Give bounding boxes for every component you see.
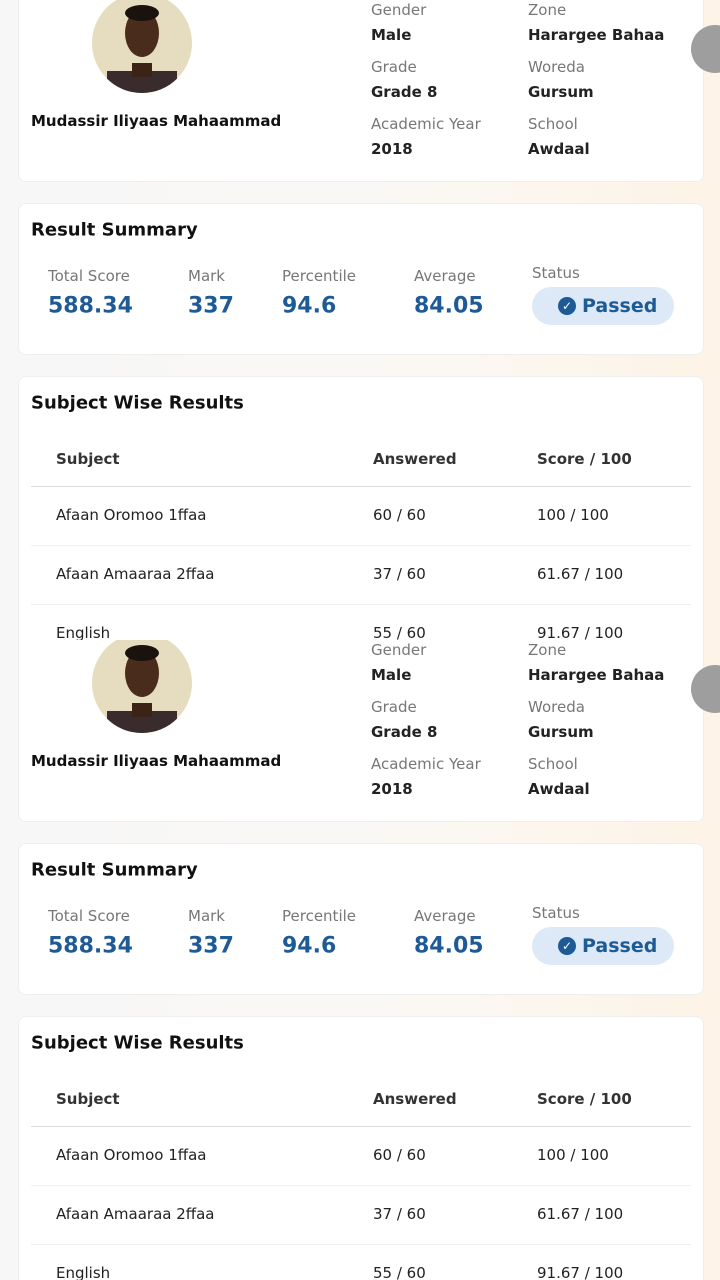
field-value: Gursum — [528, 83, 594, 101]
status-value: Passed — [582, 935, 658, 957]
summary-value: 94.6 — [282, 293, 337, 319]
table-cell: 100 / 100 — [537, 506, 609, 524]
field-value: Grade 8 — [371, 83, 438, 101]
field-label: Zone — [528, 641, 567, 659]
field-value: 2018 — [371, 140, 413, 158]
column-header: Answered — [373, 450, 457, 468]
table-cell: Afaan Amaaraa 2ffaa — [56, 1205, 215, 1223]
table-cell: English — [56, 1264, 111, 1280]
subjects-card: Subject Wise Results Subject Answered Score… — [18, 376, 704, 640]
section-title: Subject Wise Results — [31, 392, 244, 414]
table-cell: 61.67 / 100 — [537, 565, 624, 583]
summary-label: Mark — [188, 907, 225, 925]
screen-block: Mudassir Iliyaas Mahaammad Gender Male Grad… — [0, 640, 720, 1280]
section-title: Result Summary — [31, 859, 198, 881]
summary-label: Total Score — [48, 907, 130, 925]
table-cell: 100 / 100 — [537, 1146, 609, 1164]
row-divider — [31, 545, 691, 546]
summary-label: Average — [414, 267, 476, 285]
table-cell: 61.67 / 100 — [537, 1205, 624, 1223]
summary-value: 84.05 — [414, 933, 484, 959]
field-label: Academic Year — [371, 115, 481, 133]
profile-card: Mudassir Iliyaas Mahaammad Gender Male Grad… — [18, 640, 704, 822]
header-divider — [31, 1126, 691, 1127]
field-label: Grade — [371, 698, 417, 716]
section-title: Subject Wise Results — [31, 1032, 244, 1054]
table-cell: Afaan Oromoo 1ffaa — [56, 506, 207, 524]
table-cell: English — [56, 624, 111, 640]
row-divider — [31, 1244, 691, 1245]
column-header: Subject — [56, 1090, 120, 1108]
table-cell: 55 / 60 — [373, 624, 426, 640]
field-label: Grade — [371, 58, 417, 76]
field-label: School — [528, 115, 578, 133]
field-label: Gender — [371, 641, 427, 659]
section-title: Result Summary — [31, 219, 198, 241]
status-label: Status — [532, 264, 580, 282]
field-label: Gender — [371, 1, 427, 19]
table-cell: 91.67 / 100 — [537, 624, 624, 640]
field-value: Harargee Bahaa — [528, 666, 665, 684]
summary-value: 588.34 — [48, 293, 133, 319]
field-label: Academic Year — [371, 755, 481, 773]
avatar — [92, 640, 192, 733]
status-label: Status — [532, 904, 580, 922]
field-value: Awdaal — [528, 140, 590, 158]
subjects-card: Subject Wise Results Subject Answered Score… — [18, 1016, 704, 1280]
screen-block: Mudassir Iliyaas Mahaammad Gender Male Grad… — [18, 0, 720, 640]
field-label: Woreda — [528, 698, 585, 716]
table-cell: 91.67 / 100 — [537, 1264, 624, 1280]
check-icon: ✓ — [558, 297, 576, 315]
field-value: Grade 8 — [371, 723, 438, 741]
summary-value: 337 — [188, 293, 234, 319]
summary-value: 94.6 — [282, 933, 337, 959]
summary-value: 84.05 — [414, 293, 484, 319]
check-icon: ✓ — [558, 937, 576, 955]
table-cell: 60 / 60 — [373, 1146, 426, 1164]
summary-label: Mark — [188, 267, 225, 285]
table-cell: Afaan Oromoo 1ffaa — [56, 1146, 207, 1164]
status-pill: ✓ Passed — [532, 287, 674, 325]
profile-card: Mudassir Iliyaas Mahaammad Gender Male Grad… — [18, 0, 704, 182]
row-divider — [31, 604, 691, 605]
summary-value: 588.34 — [48, 933, 133, 959]
avatar — [92, 0, 192, 93]
column-header: Score / 100 — [537, 450, 632, 468]
field-label: School — [528, 755, 578, 773]
summary-label: Total Score — [48, 267, 130, 285]
field-value: Gursum — [528, 723, 594, 741]
field-value: Male — [371, 26, 412, 44]
column-header: Answered — [373, 1090, 457, 1108]
status-pill: ✓ Passed — [532, 927, 674, 965]
row-divider — [31, 1185, 691, 1186]
summary-card: Result Summary Total Score 588.34 Mark 337 Pe… — [18, 843, 704, 995]
table-cell: Afaan Amaaraa 2ffaa — [56, 565, 215, 583]
field-label: Zone — [528, 1, 567, 19]
summary-label: Percentile — [282, 907, 357, 925]
summary-value: 337 — [188, 933, 234, 959]
table-cell: 60 / 60 — [373, 506, 426, 524]
field-value: 2018 — [371, 780, 413, 798]
field-value: Harargee Bahaa — [528, 26, 665, 44]
summary-label: Average — [414, 907, 476, 925]
status-value: Passed — [582, 295, 658, 317]
column-header: Subject — [56, 450, 120, 468]
student-name: Mudassir Iliyaas Mahaammad — [31, 112, 282, 130]
student-name: Mudassir Iliyaas Mahaammad — [31, 752, 282, 770]
header-divider — [31, 486, 691, 487]
summary-label: Percentile — [282, 267, 357, 285]
column-header: Score / 100 — [537, 1090, 632, 1108]
field-value: Male — [371, 666, 412, 684]
field-value: Awdaal — [528, 780, 590, 798]
table-cell: 55 / 60 — [373, 1264, 426, 1280]
table-cell: 37 / 60 — [373, 1205, 426, 1223]
summary-card: Result Summary Total Score 588.34 Mark 337 Pe… — [18, 203, 704, 355]
field-label: Woreda — [528, 58, 585, 76]
table-cell: 37 / 60 — [373, 565, 426, 583]
